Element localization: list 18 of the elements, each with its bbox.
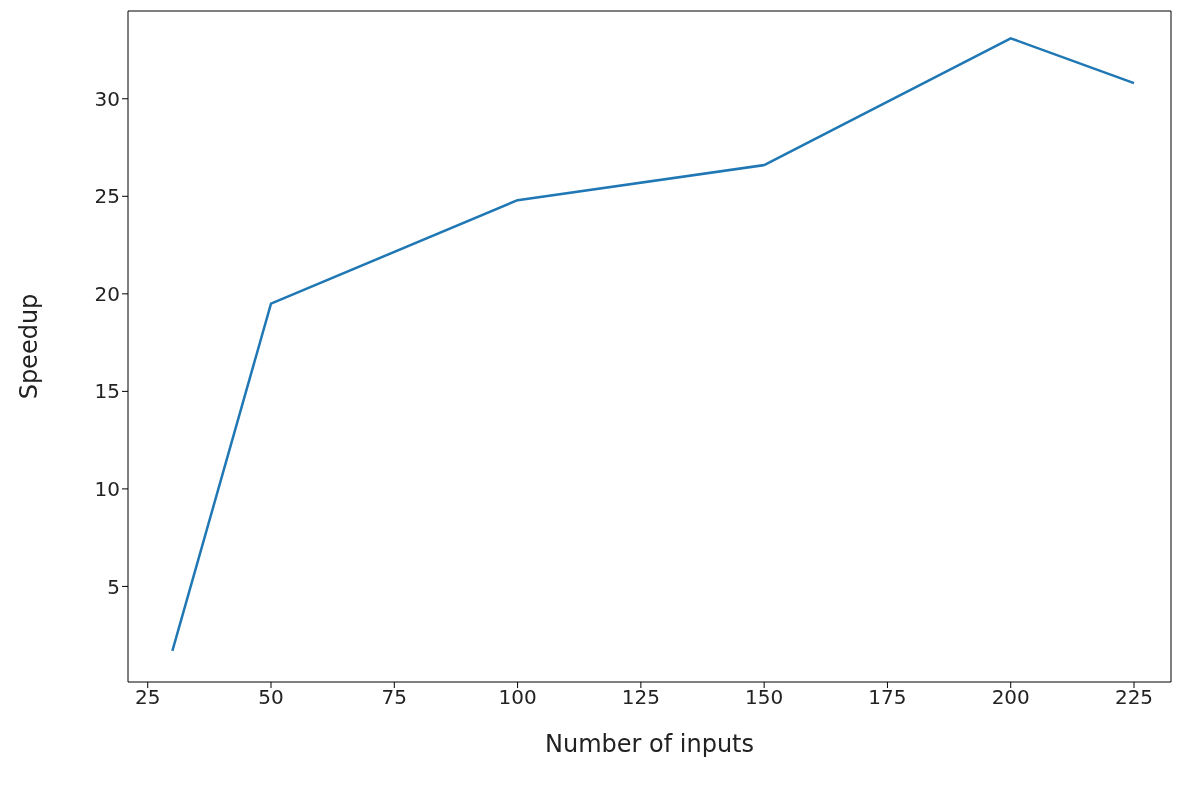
x-tick-label: 150 bbox=[745, 685, 784, 710]
x-tick-label: 225 bbox=[1114, 685, 1154, 710]
y-tick-label: 30 bbox=[94, 86, 120, 111]
y-tick-label: 10 bbox=[94, 476, 120, 501]
x-axis-title: Number of inputs bbox=[544, 730, 755, 758]
x-tick-label: 50 bbox=[258, 685, 284, 710]
x-tick-label: 75 bbox=[381, 685, 408, 710]
y-tick-label: 20 bbox=[94, 281, 120, 306]
x-tick-label: 200 bbox=[991, 685, 1030, 710]
x-tick-label: 175 bbox=[868, 685, 907, 710]
y-tick-label: 25 bbox=[94, 184, 120, 209]
y-axis-title: Speedup bbox=[14, 293, 43, 400]
x-tick-label: 25 bbox=[135, 685, 161, 710]
x-tick-label: 125 bbox=[621, 685, 660, 710]
line-series bbox=[171, 37, 1136, 653]
y-tick-label: 5 bbox=[107, 574, 120, 599]
x-tick-label: 100 bbox=[498, 685, 537, 710]
y-tick-label: 15 bbox=[94, 379, 120, 404]
